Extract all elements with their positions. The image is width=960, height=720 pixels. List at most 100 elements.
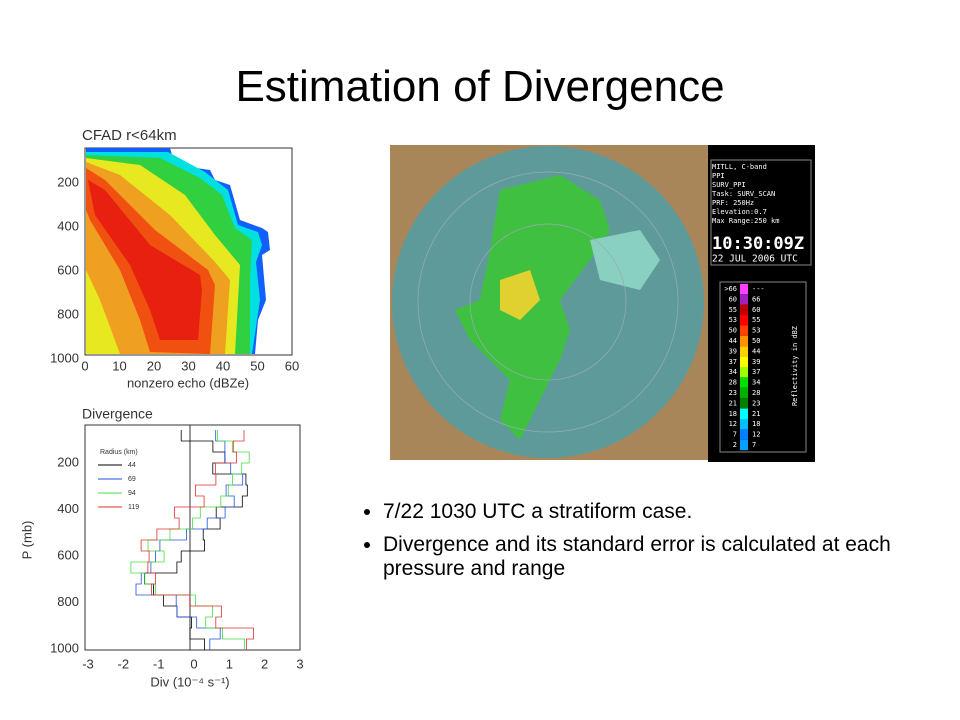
bullet: 7/22 1030 UTC a stratiform case. [383,500,923,524]
scale-swatch [740,398,748,409]
slide-title: Estimation of Divergence [235,62,725,111]
x-tick-label: -3 [82,656,94,671]
scale-swatch [740,304,748,315]
x-tick-label: 10 [112,358,126,373]
x-tick-label: -2 [118,656,130,671]
y-tick-label: 800 [57,594,79,609]
y-tick-label: 200 [57,174,79,189]
scale-right: 55 [752,316,760,324]
x-tick-label: 20 [147,358,161,373]
y-tick-label: 400 [57,501,79,516]
scale-left: 39 [729,347,737,355]
scale-right: 53 [752,327,760,335]
info-line: PPI [712,172,725,180]
legend-label: 119 [128,504,139,511]
range-ring [417,171,679,433]
scale-panel [708,268,815,462]
scale-left: 21 [729,399,737,407]
scale-left: 37 [729,358,737,366]
scale-left: 44 [729,337,737,345]
x-tick-label: 60 [285,358,299,373]
scale-left: 18 [729,410,737,418]
x-tick-label: 2 [261,656,268,671]
scale-left: 23 [729,389,737,397]
scale-left: 2 [733,441,737,449]
radar-date: 22 JUL 2006 UTC [712,254,798,265]
contour [88,180,202,340]
legend-label: 69 [128,476,136,483]
scale-right: --- [752,285,765,293]
scale-swatch [740,429,748,440]
scale-left: 60 [729,295,737,303]
scale-right: 23 [752,399,760,407]
x-tick-label: 40 [216,358,230,373]
scale-swatch [740,439,748,451]
scale-right: 28 [752,389,760,397]
info-line: PRF: 250Hz [712,199,754,207]
scale-right: 12 [752,431,760,439]
scale-swatch [740,294,748,305]
scale-swatch [740,346,748,357]
info-line: MITLL, C-band [712,163,767,171]
scale-border [719,281,807,453]
echo [590,230,660,290]
info-line: Elevation:0.7 [712,208,767,216]
div-title: Divergence [82,406,153,422]
x-tick-label: 30 [181,358,195,373]
scale-swatch [740,419,748,430]
scale-swatch [740,335,748,347]
profile [130,430,250,650]
y-tick-label: 1000 [50,640,79,655]
scale-label: Reflectivity in dBZ [791,326,799,406]
legend-title: Radius (km) [100,449,138,456]
y-tick-label: 600 [57,262,79,277]
scale-swatch [740,356,748,367]
y-tick-label: 800 [57,306,79,321]
div-panel [38,405,312,692]
scale-swatch [740,315,748,326]
bullet: Divergence and its standard error is cal… [383,533,923,581]
scale-right: 50 [752,337,760,345]
bullet-list: 7/22 1030 UTC a stratiform case. Diverge… [355,500,923,590]
legend-label: 44 [128,462,136,469]
scale-right: 7 [752,441,756,449]
profile [140,430,254,650]
radar-time: 10:30:09Z [712,234,804,254]
scale-left: 53 [729,316,737,324]
x-tick-label: 50 [250,358,264,373]
scale-left: 50 [729,327,737,335]
scale-swatch [740,367,748,378]
info-border [710,159,812,266]
scale-swatch [740,387,748,399]
div-plot [84,424,301,651]
profile [135,430,244,650]
scale-left: 7 [733,431,737,439]
y-tick-label: 400 [57,218,79,233]
info-line: Max Range:250 km [712,217,779,225]
x-tick-label: 0 [190,656,197,671]
scale-swatch [740,377,748,388]
scale-swatch [740,408,748,419]
info-line: SURV_PPI [712,181,746,189]
info-line: Task: SURV_SCAN [712,190,775,198]
scale-right: 39 [752,358,760,366]
y-tick-label: 200 [57,454,79,469]
div-xlabel: Div (10⁻⁴ s⁻¹) [150,674,229,689]
scale-right: 44 [752,347,760,355]
cfad-xlabel: nonzero echo (dBZe) [127,375,249,390]
legend-label: 94 [128,490,136,497]
scale-right: 34 [752,379,760,387]
info-panel [708,145,815,268]
scale-left: 34 [729,368,737,376]
scale-swatch [740,325,748,336]
scale-right: 18 [752,420,760,428]
scale-left: 28 [729,379,737,387]
x-tick-label: 1 [226,656,233,671]
scale-right: 60 [752,306,760,314]
scale-left: 12 [729,420,737,428]
scale-left: >66 [724,285,737,293]
echo-core [500,270,540,320]
x-tick-label: -1 [153,656,165,671]
